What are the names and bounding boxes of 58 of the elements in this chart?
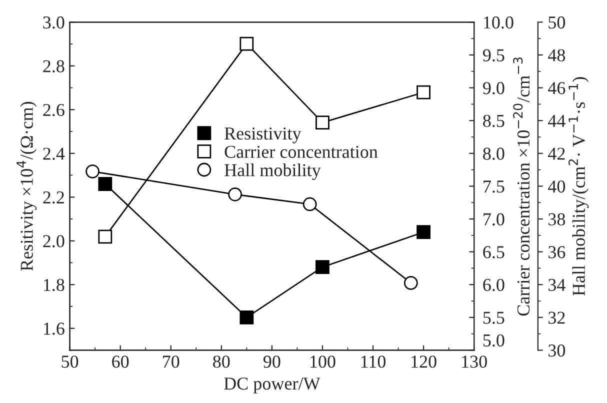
x-tick-label: 90 (263, 356, 280, 368)
point (240, 310, 254, 324)
y-tick-label: 2.6 (43, 104, 64, 116)
legend-label: Hall mobility (224, 164, 321, 180)
point (98, 177, 112, 191)
y3-tick-label: 32 (548, 312, 565, 324)
y-tick-label: 2.8 (43, 60, 64, 72)
y3-tick-label: 46 (548, 82, 566, 94)
y-tick-label: 1.8 (44, 278, 64, 292)
point (404, 276, 418, 290)
x-tick-label: 110 (361, 356, 386, 368)
point (416, 225, 430, 240)
x-axis-title: DC power/W (224, 378, 320, 394)
y2-tick-label: 8.5 (483, 114, 504, 128)
y3-tick-label: 30 (548, 344, 566, 357)
x-tick-label: 50 (62, 356, 78, 368)
y2-tick-label: 5.5 (483, 312, 504, 324)
y-tick-label: 2.2 (43, 191, 64, 204)
y3-tick-label: 36 (548, 246, 566, 258)
y3-tick-label: 44 (548, 114, 566, 127)
y2-tick-label: 5.0 (483, 334, 504, 347)
x-tick-label: 80 (213, 356, 230, 368)
y-tick-label: 3.0 (43, 16, 64, 29)
x-tick-label: 70 (163, 356, 180, 368)
y2-tick-label: 9.5 (482, 49, 504, 62)
x-tick-label: 120 (412, 356, 436, 368)
y2-axis-title: Carrier concentration ×10$^{−20}$/cm$^{−3}$ (513, 58, 530, 316)
y3-axis-title: Hall mobility/(cm$^{2}$· V$^{−1}$·s$^{−1}$) (568, 77, 589, 296)
legend-label: Resistivity (224, 127, 302, 144)
y-tick-label: 2.0 (43, 235, 64, 248)
y2-tick-label: 7.0 (484, 213, 504, 226)
x-tick-label: 60 (112, 356, 129, 368)
y-axis-title: Resitivity ×10$^{4}$/(Ω·cm) (16, 102, 37, 271)
y3-tick-label: 50 (548, 16, 566, 29)
y3-tick-label: 40 (548, 180, 566, 193)
y2-tick-label: 6.0 (483, 278, 504, 292)
y3-tick-label: 48 (548, 49, 566, 62)
point (416, 85, 430, 100)
legend-label: Carrier concentration (224, 146, 378, 158)
y3-tick-label: 34 (548, 278, 566, 292)
point (302, 197, 317, 212)
point (86, 164, 100, 178)
x-tick-label: 100 (310, 356, 336, 368)
y2-tick-label: 7.5 (484, 180, 504, 193)
y-tick-label: 2.4 (43, 148, 65, 160)
y3-tick-label: 38 (548, 213, 566, 226)
y2-tick-label: 6.5 (483, 246, 504, 258)
y2-tick-label: 9.0 (482, 82, 504, 94)
x-tick-label: 130 (462, 356, 487, 368)
point (228, 187, 242, 202)
point (98, 230, 112, 244)
point (240, 36, 254, 51)
y2-tick-label: 10.0 (484, 16, 514, 29)
y-tick-label: 1.6 (44, 322, 64, 335)
point (316, 260, 330, 274)
y3-tick-label: 42 (548, 148, 565, 160)
point (316, 116, 330, 130)
y2-tick-label: 8.0 (483, 148, 504, 160)
